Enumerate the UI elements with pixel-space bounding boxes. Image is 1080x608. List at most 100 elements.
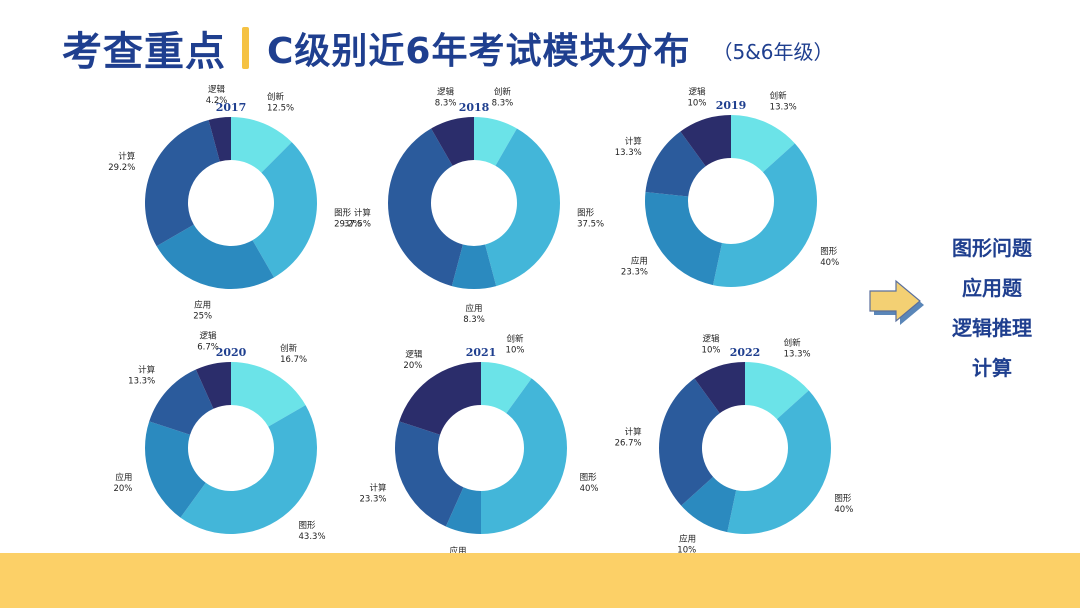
slice-label: 图形 (577, 208, 595, 218)
slice-计算 (395, 421, 464, 527)
slice-value: 23.3% (359, 495, 386, 505)
slice-创新 (481, 362, 532, 414)
chart-title: 2021 (466, 346, 497, 359)
slice-value: 40% (580, 484, 599, 494)
slice-value: 40% (820, 258, 839, 268)
topic-item: 逻辑推理 (952, 316, 1032, 340)
slice-计算 (149, 369, 214, 435)
slice-创新 (231, 362, 306, 427)
slice-label: 应用 (450, 546, 467, 557)
slice-value: 8.3% (492, 99, 514, 109)
slice-计算 (387, 128, 463, 287)
slice-创新 (731, 115, 795, 173)
slice-label: 逻辑 (437, 87, 455, 98)
slice-value: 16.7% (280, 355, 307, 365)
slice-label: 应用 (679, 533, 696, 544)
slice-label: 逻辑 (688, 86, 706, 97)
topic-item: 图形问题 (952, 236, 1032, 260)
slice-图形 (727, 390, 832, 534)
slice-value: 13.3% (128, 376, 155, 386)
chart-title: 2018 (459, 101, 490, 114)
slice-label: 逻辑 (200, 330, 218, 341)
slice-逻辑 (195, 362, 231, 409)
slice-value: 10% (677, 545, 696, 555)
slice-图形 (481, 378, 567, 534)
slice-value: 13.3% (615, 148, 642, 158)
slice-label: 计算 (369, 483, 387, 494)
slice-label: 计算 (354, 207, 372, 218)
slice-value: 29.2% (334, 219, 361, 229)
slice-应用 (681, 476, 737, 533)
slice-label: 应用 (631, 256, 648, 267)
slice-value: 25% (193, 311, 212, 321)
slice-label: 图形 (834, 494, 852, 504)
slice-创新 (474, 117, 517, 166)
slice-label: 创新 (784, 337, 802, 348)
page-header: 考查重点 C级别近6年考试模块分布 （5&6年级） (62, 18, 834, 78)
donut-charts: 2017创新12.5%图形29.2%应用25%计算29.2%逻辑4.2%2018… (108, 84, 854, 560)
slice-value: 12.5% (267, 103, 294, 113)
slice-label: 计算 (625, 427, 643, 438)
slice-label: 创新 (506, 333, 524, 344)
slice-value: 20% (113, 484, 132, 494)
slice-value: 40% (834, 505, 853, 515)
slice-label: 图形 (580, 473, 598, 483)
slice-value: 10% (702, 345, 721, 355)
slice-逻辑 (694, 362, 745, 414)
slice-label: 应用 (465, 303, 482, 314)
slice-label: 图形 (820, 247, 838, 257)
slice-value: 6.7% (197, 342, 219, 352)
slice-label: 图形 (299, 521, 317, 531)
slice-value: 23.3% (621, 268, 648, 278)
chart-title: 2020 (216, 346, 247, 359)
slice-计算 (145, 119, 220, 247)
slice-应用 (156, 224, 275, 289)
slice-value: 37.5% (344, 219, 371, 229)
slice-label: 计算 (118, 151, 136, 162)
slice-value: 10% (506, 345, 525, 355)
bottom-band (0, 553, 1080, 608)
chart-title: 2017 (216, 101, 247, 114)
slice-value: 13.3% (770, 102, 797, 112)
slice-应用 (445, 487, 481, 534)
slice-label: 应用 (194, 299, 211, 310)
page-title: 考查重点 (62, 29, 226, 75)
title-divider (242, 27, 249, 69)
slice-label: 计算 (625, 136, 643, 147)
slice-label: 计算 (138, 364, 156, 375)
page-subtitle: C级别近6年考试模块分布 (267, 31, 691, 72)
slice-value: 8.3% (435, 99, 457, 109)
slice-图形 (713, 143, 817, 287)
slice-value: 8.3% (463, 315, 485, 325)
topic-item: 应用题 (962, 276, 1022, 300)
slice-value: 13.3% (784, 349, 811, 359)
slice-label: 创新 (770, 90, 788, 101)
slice-value: 29.2% (108, 163, 135, 173)
chart-title: 2022 (730, 346, 761, 359)
slice-value: 10% (688, 98, 707, 108)
slice-label: 应用 (115, 472, 132, 483)
slice-图形 (485, 128, 560, 287)
slice-逻辑 (208, 117, 231, 162)
slice-value: 26.7% (615, 439, 642, 449)
chart-title: 2019 (716, 99, 747, 112)
slice-value: 37.5% (577, 219, 604, 229)
slice-应用 (451, 244, 497, 289)
slice-label: 逻辑 (703, 333, 721, 344)
slice-创新 (231, 117, 292, 173)
topic-item: 计算 (972, 356, 1012, 380)
slice-图形 (252, 142, 317, 278)
slice-逻辑 (399, 362, 481, 435)
slice-创新 (745, 362, 809, 420)
slice-value: 20% (403, 361, 422, 371)
slice-label: 逻辑 (208, 84, 226, 95)
slice-label: 创新 (280, 343, 298, 354)
slice-value: 4.2% (206, 96, 228, 106)
slice-计算 (645, 131, 706, 197)
slice-逻辑 (680, 115, 731, 167)
